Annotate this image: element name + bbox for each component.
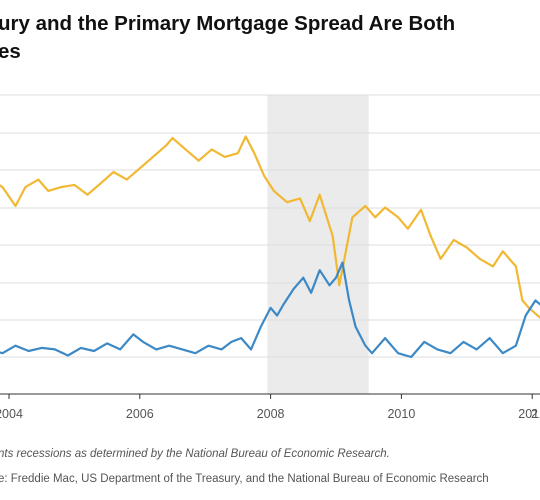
series-layer (0, 135, 540, 359)
recession-footnote: nts recessions as determined by the Nati… (0, 448, 390, 460)
x-tick-label: 2008 (257, 407, 285, 421)
chart-title-line-1: ury and the Primary Mortgage Spread Are … (0, 12, 456, 35)
x-tick-label: 2006 (126, 407, 154, 421)
x-tick-label: 2010 (387, 407, 415, 421)
x-axis: 200420062008201020122014201620182 (0, 393, 540, 421)
x-tick-label: 2004 (0, 407, 23, 421)
series-line-yellow (0, 135, 540, 320)
line-chart: 200420062008201020122014201620182 (0, 94, 540, 421)
series-line-blue (0, 261, 540, 359)
source-note: e: Freddie Mac, US Department of the Tre… (0, 473, 489, 485)
chart-title-line-2: es (0, 40, 21, 63)
x-tick-label: 2 (531, 407, 538, 421)
